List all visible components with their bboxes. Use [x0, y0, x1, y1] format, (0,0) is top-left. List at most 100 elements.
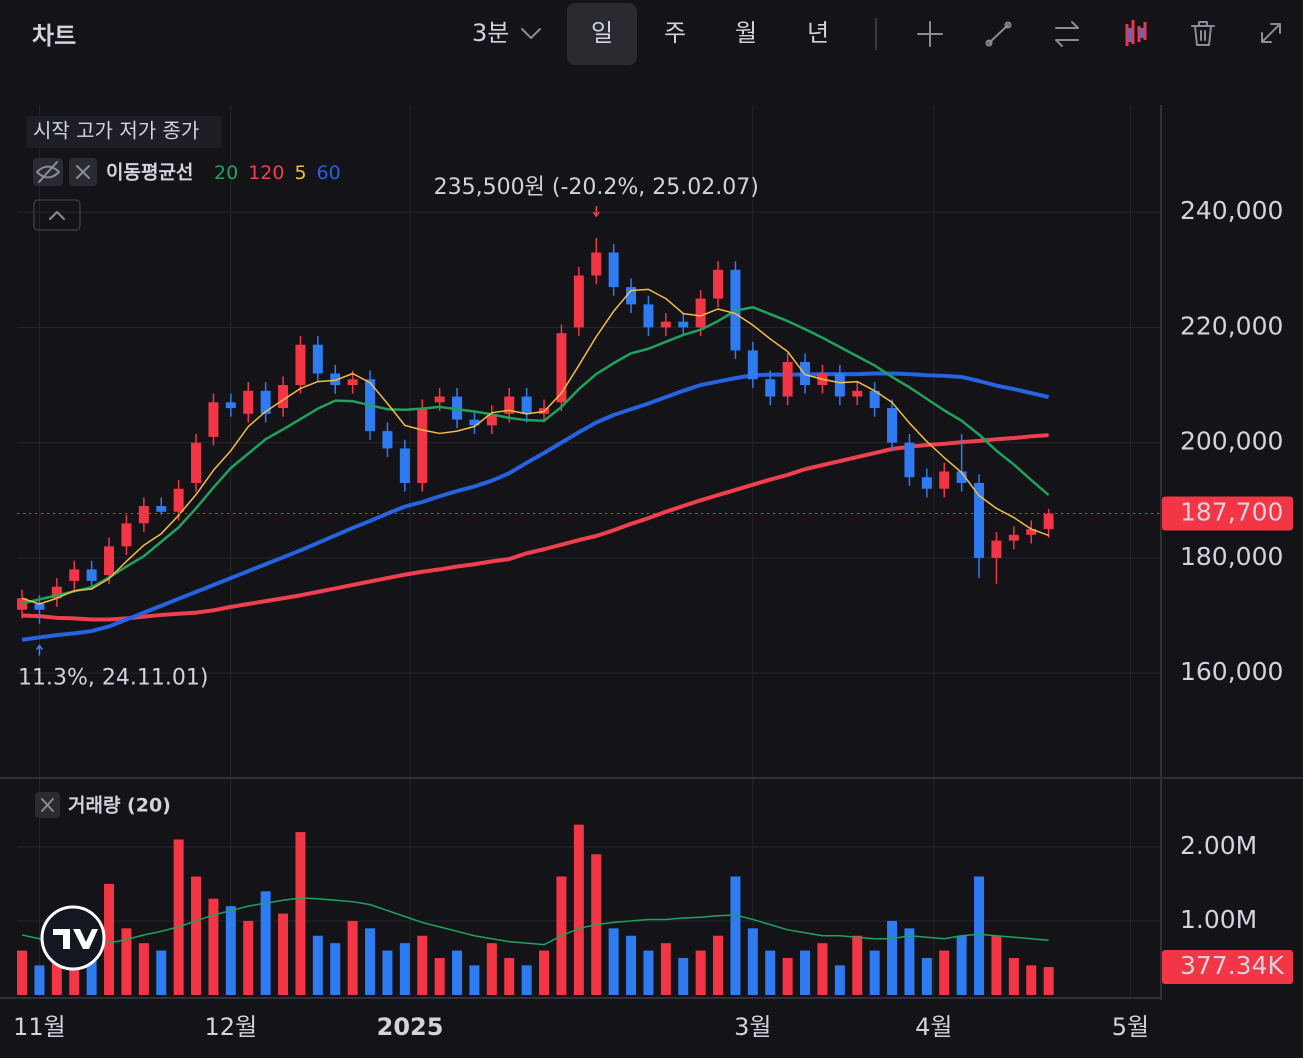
collapse-button[interactable] — [33, 199, 81, 231]
logo-mark — [53, 929, 98, 949]
close-icon — [41, 798, 54, 812]
candle-body — [121, 523, 132, 547]
volume-bar — [730, 876, 741, 995]
volume-bar — [104, 883, 115, 995]
volume-bar — [121, 928, 132, 995]
volume-bar — [869, 950, 880, 995]
candle-body — [626, 287, 637, 305]
volume-bar — [51, 957, 62, 995]
volume-bar — [225, 906, 236, 995]
candle-body — [504, 396, 515, 414]
volume-bar — [747, 928, 758, 995]
delete-icon[interactable] — [1191, 21, 1215, 46]
candle-body — [417, 408, 428, 483]
volume-bar — [765, 950, 776, 995]
volume-bar — [643, 950, 654, 995]
high-arrow — [592, 206, 600, 218]
period-button[interactable]: 월 — [735, 19, 757, 47]
candle-body — [138, 506, 149, 524]
close-icon — [76, 165, 90, 179]
candle-body — [747, 350, 758, 380]
compare-icon[interactable] — [1055, 21, 1079, 47]
ma-line — [21, 371, 1050, 642]
candle-body — [156, 506, 167, 512]
line-tool-dot — [985, 39, 993, 47]
candle-body — [260, 390, 271, 414]
volume-bar — [173, 839, 184, 995]
y-tick-label: 2.00M — [1180, 831, 1257, 860]
volume-bar — [1043, 967, 1054, 995]
volume-bar — [243, 920, 254, 995]
crosshair-icon[interactable] — [917, 21, 943, 47]
y-tick-label: 180,000 — [1180, 542, 1283, 571]
y-tick-label: 200,000 — [1180, 427, 1283, 456]
candle-body — [591, 252, 602, 276]
candle-body — [660, 321, 671, 328]
volume-bar — [208, 898, 219, 995]
interval-selector[interactable]: 3분 — [472, 19, 509, 47]
volume-bar — [573, 824, 584, 995]
last-price-label: 187,700 — [1180, 498, 1283, 527]
grid — [17, 105, 1160, 996]
volume-bar — [156, 950, 167, 995]
x-tick-label: 12월 — [205, 1013, 258, 1041]
volume-bar — [904, 928, 915, 995]
period-button[interactable]: 일 — [591, 19, 613, 47]
period-button[interactable]: 주 — [664, 19, 686, 47]
volume-bar — [382, 950, 393, 995]
volume-ma-line — [21, 897, 1049, 946]
fullscreen-icon[interactable] — [1261, 23, 1281, 43]
volume-bar — [504, 957, 515, 995]
volume-bar — [713, 935, 724, 995]
volume-bar — [260, 891, 271, 995]
y-tick-label: 220,000 — [1180, 311, 1283, 340]
candle-body — [208, 402, 219, 437]
high-annotation: 235,500원 (-20.2%, 25.02.07) — [434, 175, 759, 200]
candle-body — [643, 304, 654, 328]
candle-body — [573, 275, 584, 328]
volume-bar — [295, 832, 306, 995]
volume-bar — [330, 943, 341, 995]
candle-body — [104, 546, 115, 576]
volume-bar — [834, 965, 845, 995]
page-title: 차트 — [32, 22, 76, 50]
candle-body — [869, 390, 880, 409]
volume-bar — [191, 876, 202, 995]
eye-icon — [36, 161, 60, 183]
candle-body — [852, 390, 863, 397]
volume-bar — [486, 943, 497, 995]
legend-entry: 5 — [294, 162, 306, 184]
volume-bar — [852, 935, 863, 995]
indicator-icon[interactable] — [1125, 20, 1147, 46]
candle-body — [887, 408, 898, 443]
volume-bar — [660, 943, 671, 995]
candle-body — [469, 419, 480, 426]
candle-body — [1043, 513, 1054, 530]
ma-label: 이동평균선 — [106, 162, 193, 184]
logo[interactable] — [40, 905, 106, 971]
chevron-icon[interactable] — [521, 28, 541, 39]
candle-body — [295, 344, 306, 386]
candle-body — [782, 361, 793, 397]
candle-body — [678, 321, 689, 328]
legend-entry: 20 — [214, 162, 238, 184]
ma-line — [21, 288, 1049, 605]
line-tool-icon[interactable] — [988, 24, 1009, 44]
candle-body — [1026, 529, 1037, 535]
volume-bar — [939, 950, 950, 995]
period-button[interactable]: 년 — [807, 19, 829, 47]
volume-bar — [626, 935, 637, 995]
legend-bg — [26, 116, 222, 148]
volume-legend: 거래량 (20) — [68, 795, 171, 817]
volume-bar — [817, 943, 828, 995]
ma-legend: 20 120 5 60 — [214, 162, 341, 184]
candle-body — [608, 252, 619, 288]
volume-bar — [1008, 957, 1019, 995]
volume-bar — [1026, 965, 1037, 995]
volume-bar — [539, 950, 550, 995]
candle-body — [278, 385, 289, 409]
volume-bar — [278, 913, 289, 995]
candle-body — [173, 488, 184, 512]
candle-body — [69, 569, 80, 581]
